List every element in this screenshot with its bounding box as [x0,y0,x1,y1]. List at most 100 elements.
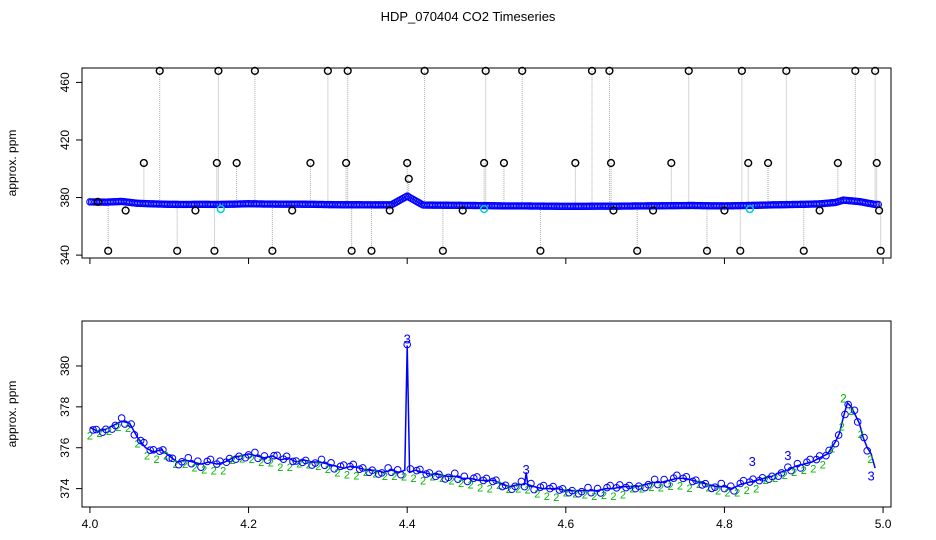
bottom-marker-2: 2 [658,483,664,495]
bottom-marker-point [663,480,672,488]
bottom-marker-point [682,472,691,481]
bottom-marker-point [330,464,339,473]
bottom-marker-point [527,479,535,488]
top-outlier-point [93,197,102,206]
bottom-marker-point [482,474,491,483]
bottom-marker-2: 2 [277,462,283,474]
bottom-marker-2: 2 [867,454,873,466]
bottom-marker-2: 2 [182,459,188,471]
bottom-marker-2: 2 [249,454,255,466]
bottom-marker-2: 2 [858,429,864,441]
bottom-y-tick-label: 380 [58,356,72,376]
bottom-marker-point [92,425,101,434]
bottom-marker-2: 2 [744,485,750,497]
bottom-marker-point [317,455,326,464]
bottom-x-tick-label: 4.2 [240,517,257,531]
top-outlier-point [250,66,260,75]
bottom-marker-2: 2 [715,486,721,498]
bottom-x-tick-label: 4.6 [557,517,574,531]
bottom-marker-point [615,481,624,489]
bottom-marker-point [244,451,253,459]
top-outlier-point [104,246,113,255]
bottom-marker-2: 2 [620,490,626,502]
bottom-marker-2: 2 [782,470,788,482]
bottom-marker-2: 2 [353,471,359,483]
top-outlier-point [667,158,676,168]
bottom-marker-point [463,477,472,486]
top-outlier-point [876,246,885,255]
top-outlier-point [536,246,545,255]
top-outlier-point [851,66,860,75]
bottom-marker-point [165,454,174,462]
top-outlier-point [173,246,182,255]
bottom-plot-frame [81,320,892,508]
bottom-marker-2: 2 [192,463,198,475]
bottom-marker-2: 2 [725,487,731,499]
bottom-marker-point [251,448,259,457]
top-outlier-point [684,66,693,75]
top-x-tick-label: 4.2 [240,268,257,270]
bottom-x-tick-label: 5.0 [875,517,892,531]
bottom-marker-point [711,483,719,491]
bottom-marker-2: 2 [648,482,654,494]
bottom-marker-2: 2 [686,483,692,495]
bottom-marker-point [501,481,510,490]
bottom-marker-point [254,454,262,463]
top-flag-point [479,204,489,214]
bottom-marker-2: 2 [840,392,847,406]
top-outlier-point [480,158,489,168]
top-x-tick-label: 5.0 [875,268,892,270]
bottom-marker-point [270,451,278,460]
bottom-marker-2: 2 [144,451,150,463]
bottom-series-line [89,345,876,492]
bottom-marker-point [530,485,538,494]
bottom-marker-point [568,486,576,495]
bottom-marker-point [178,458,186,466]
bottom-marker-point [701,479,710,488]
bottom-marker-2: 2 [601,490,607,502]
bottom-marker-2: 2 [458,478,464,490]
bottom-marker-2: 2 [515,484,521,496]
bottom-marker-2: 2 [591,491,597,503]
bottom-marker-point [168,454,177,463]
bottom-marker-point [863,446,872,455]
top-outlier-point [403,158,412,168]
top-outlier-point [458,206,467,215]
bottom-marker-point [403,340,411,349]
bottom-marker-point [777,469,786,477]
top-plot-frame [81,67,892,259]
top-outlier-point [342,158,351,168]
bottom-y-tick-label: 374 [58,478,72,498]
bottom-marker-2: 2 [829,444,835,456]
top-outlier-point [702,246,712,255]
bottom-marker-2: 2 [201,464,207,476]
top-outlier-point [214,66,223,75]
bottom-marker-2: 2 [287,462,293,474]
top-outlier-point [815,206,824,215]
bottom-marker-point [127,420,135,428]
bottom-marker-2: 2 [211,465,217,477]
bottom-marker-point [720,484,729,493]
bottom-y-axis-label: approx. ppm [5,381,19,448]
bottom-marker-3: 3 [868,468,875,483]
bottom-marker-2: 2 [801,465,807,477]
top-outlier-point [367,246,376,255]
top-outlier-point [571,158,580,168]
bottom-marker-point [206,455,215,464]
bottom-marker-2: 2 [134,439,140,451]
bottom-marker-point [425,469,434,477]
bottom-marker-2: 2 [477,483,483,495]
bottom-marker-2: 2 [334,468,340,480]
bottom-marker-point [558,485,567,493]
bottom-marker-point [320,461,329,470]
top-y-tick-label: 380 [58,187,72,207]
bottom-x-tick-label: 4.0 [82,517,99,531]
top-outlier-point [288,206,297,215]
top-outlier-point [833,158,842,168]
bottom-marker-2: 2 [382,471,388,483]
bottom-marker-2: 2 [401,472,407,484]
bottom-marker-point [301,456,310,465]
bottom-marker-3: 3 [523,462,530,477]
bottom-marker-2: 2 [810,463,816,475]
bottom-marker-2: 2 [525,485,531,497]
